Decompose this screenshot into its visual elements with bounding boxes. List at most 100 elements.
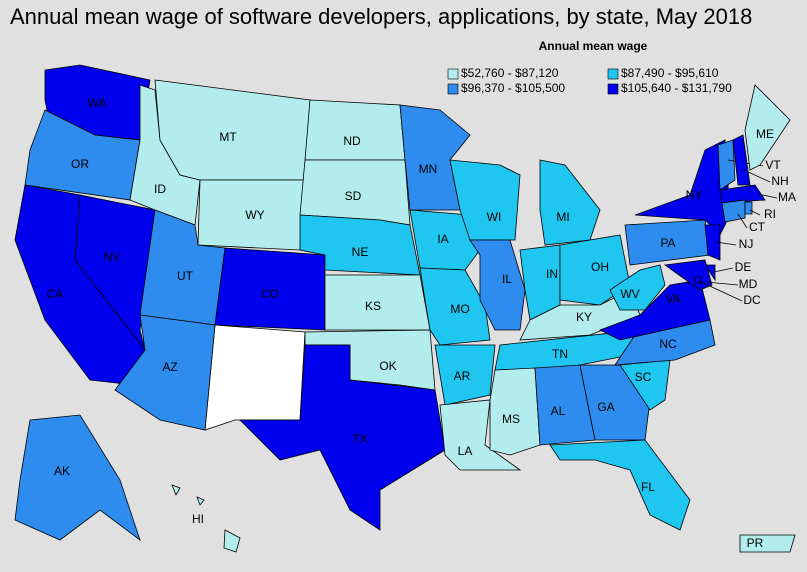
state-label: VA [665, 292, 680, 306]
state-shape [129, 84, 201, 226]
state-shape [732, 134, 751, 186]
state-label: NE [352, 245, 369, 259]
state-label: LA [458, 444, 473, 458]
leader-line [698, 280, 743, 302]
state-label: OK [379, 359, 396, 373]
state-label: NV [104, 250, 121, 264]
state-label: IN [546, 267, 558, 281]
state-shape [609, 264, 666, 311]
state-label: NJ [739, 237, 754, 251]
state-label: RI [764, 207, 776, 221]
state-label: DE [735, 260, 752, 274]
state-label: ME [756, 127, 774, 141]
state-label: MN [419, 162, 438, 176]
state-label: CO [261, 287, 279, 301]
legend-swatch [607, 68, 619, 80]
state-shape [239, 344, 446, 531]
state-shape [74, 194, 156, 351]
state-shape [719, 184, 766, 204]
state-shape [299, 214, 421, 276]
state-shape [717, 139, 736, 191]
state-shape [694, 276, 702, 284]
state-label: MD [739, 277, 758, 291]
legend-label: $87,490 - $95,610 [621, 66, 719, 80]
state-shape [409, 209, 481, 271]
state-label: CT [749, 220, 766, 234]
state-label: NC [659, 337, 677, 351]
state-label: IA [437, 232, 448, 246]
leader-line [705, 281, 739, 286]
state-label: IL [502, 272, 512, 286]
map-title: Annual mean wage of software developers,… [10, 4, 752, 29]
state-shape [744, 84, 791, 171]
state-shape [14, 414, 141, 542]
legend-label: $52,760 - $87,120 [461, 66, 559, 80]
legend-swatch [607, 83, 619, 95]
state-label: TN [552, 347, 568, 361]
state-shape [204, 324, 306, 431]
state-label: VT [765, 158, 781, 172]
leader-line [715, 241, 737, 246]
legend-swatch [447, 68, 459, 80]
state-shape [739, 534, 796, 553]
state-label: AZ [162, 360, 177, 374]
state-label: OR [71, 157, 89, 171]
state-shape [539, 159, 601, 246]
legend-title: Annual mean wage [539, 39, 648, 53]
state-label: MS [502, 412, 520, 426]
state-label: SC [635, 370, 652, 384]
state-label: TX [352, 432, 367, 446]
state-label: AK [54, 464, 70, 478]
legend-swatch [447, 83, 459, 95]
state-shape [223, 529, 241, 553]
state-shape [704, 224, 721, 261]
state-label: ND [343, 134, 361, 148]
state-label: MO [450, 302, 469, 316]
state-label: PR [747, 536, 764, 550]
state-label: PA [660, 236, 675, 250]
state-label: ID [154, 182, 166, 196]
leader-line [743, 169, 771, 183]
state-label: AR [454, 369, 471, 383]
state-label: NH [771, 174, 788, 188]
state-shape [196, 496, 205, 506]
leader-line [737, 213, 748, 229]
state-label: WY [245, 208, 264, 222]
state-shape [469, 239, 526, 331]
state-shape [419, 267, 491, 346]
state-shape [114, 314, 216, 431]
state-shape [744, 201, 753, 215]
state-label: KS [365, 299, 381, 313]
state-shape [434, 344, 496, 406]
state-label: OH [591, 260, 609, 274]
state-label: WI [487, 210, 502, 224]
state-label: FL [641, 480, 655, 494]
state-label: CA [47, 287, 64, 301]
legend-label: $96,370 - $105,500 [461, 81, 565, 95]
state-label: SD [345, 189, 362, 203]
leader-line [749, 209, 761, 216]
leader-line [713, 267, 734, 273]
state-label: UT [177, 269, 194, 283]
state-shape [171, 484, 181, 496]
state-label: MT [219, 130, 237, 144]
state-label: GA [597, 400, 614, 414]
state-label: DC [743, 293, 761, 307]
state-label: NY [686, 188, 703, 202]
state-shape [634, 139, 731, 236]
state-shape [614, 319, 716, 366]
state-label: KY [576, 310, 592, 324]
state-label: HI [192, 512, 204, 526]
leader-line [757, 193, 778, 199]
legend-label: $105,640 - $131,790 [621, 81, 732, 95]
state-label: AL [551, 404, 566, 418]
state-label: MA [778, 190, 796, 204]
state-shape [304, 99, 406, 161]
state-label: MI [556, 210, 569, 224]
state-shape [449, 159, 521, 241]
state-label: WV [620, 287, 639, 301]
state-shape [721, 199, 746, 223]
state-label: WA [88, 96, 107, 110]
state-shape [549, 439, 691, 531]
